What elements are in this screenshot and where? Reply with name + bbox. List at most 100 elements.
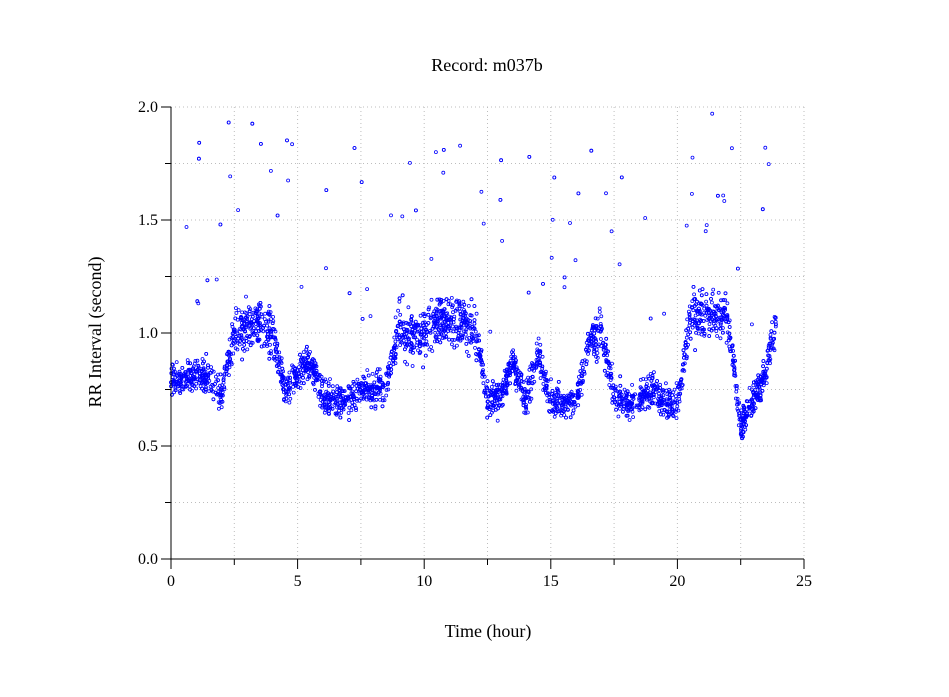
data-point: [547, 395, 552, 400]
data-point: [359, 381, 364, 385]
data-point: [264, 319, 269, 324]
data-point: [527, 154, 532, 159]
data-point: [432, 339, 437, 344]
data-point: [481, 221, 486, 226]
data-point: [271, 319, 276, 324]
data-point: [235, 347, 240, 352]
data-point: [570, 411, 575, 416]
data-point: [618, 383, 623, 388]
x-tick-label: 25: [796, 573, 812, 590]
data-point: [435, 339, 440, 344]
data-point: [462, 319, 467, 324]
data-point: [760, 388, 765, 393]
data-point: [648, 371, 653, 376]
data-point: [272, 354, 277, 359]
data-point: [394, 328, 399, 333]
data-point: [335, 384, 340, 389]
data-point: [206, 363, 210, 368]
data-point: [495, 393, 500, 397]
data-point: [372, 380, 377, 385]
data-point: [352, 146, 357, 150]
data-point: [240, 346, 245, 351]
data-point: [514, 358, 518, 363]
data-point: [665, 410, 670, 415]
data-point: [538, 376, 543, 381]
data-point: [417, 344, 422, 348]
data-point: [386, 371, 390, 376]
data-point: [192, 376, 197, 381]
data-point: [712, 318, 717, 323]
data-point: [222, 373, 227, 378]
data-point: [266, 312, 271, 317]
data-point: [568, 415, 573, 420]
data-point: [254, 319, 259, 324]
data-point: [473, 345, 477, 350]
data-point: [391, 358, 395, 362]
data-point: [618, 374, 623, 379]
data-point: [305, 361, 309, 366]
data-point: [218, 383, 222, 388]
data-point: [214, 277, 219, 282]
data-point: [692, 297, 696, 302]
data-point: [423, 328, 428, 332]
data-point: [251, 331, 256, 336]
data-point: [688, 336, 693, 341]
data-point: [426, 307, 431, 312]
data-point: [593, 342, 598, 347]
data-point: [240, 310, 245, 315]
data-point: [522, 388, 527, 393]
data-point: [488, 393, 493, 398]
data-point: [757, 398, 762, 403]
data-point: [625, 389, 630, 394]
data-point: [270, 321, 275, 326]
data-point: [515, 375, 520, 380]
data-point: [765, 360, 770, 365]
data-point: [530, 374, 535, 379]
data-point: [609, 375, 613, 380]
data-point: [334, 394, 339, 399]
data-point: [468, 319, 473, 324]
data-point: [458, 338, 463, 343]
data-point: [374, 370, 379, 375]
data-point: [363, 381, 368, 386]
data-point: [684, 335, 689, 340]
data-point: [480, 374, 485, 379]
data-point: [477, 347, 482, 352]
data-point: [655, 379, 659, 383]
data-point: [721, 193, 726, 198]
data-point: [516, 369, 521, 373]
data-point: [436, 328, 441, 333]
data-point: [572, 402, 577, 407]
data-point: [539, 369, 544, 374]
data-point: [326, 393, 331, 398]
data-point: [549, 255, 554, 260]
data-point: [621, 409, 625, 414]
data-point: [218, 372, 223, 377]
data-point: [522, 397, 527, 402]
data-point: [218, 387, 223, 392]
data-point: [229, 343, 234, 348]
data-point: [468, 313, 473, 318]
data-point: [572, 400, 577, 404]
data-point: [410, 346, 415, 350]
data-point: [606, 373, 611, 378]
data-point: [460, 335, 465, 340]
data-point: [350, 400, 355, 405]
data-point: [659, 412, 663, 417]
data-point: [226, 359, 230, 364]
data-point: [691, 284, 696, 289]
data-point: [416, 323, 421, 328]
data-point: [741, 430, 746, 435]
data-point: [640, 394, 645, 399]
data-point: [375, 384, 379, 389]
data-point: [644, 384, 649, 389]
data-point: [461, 299, 466, 304]
data-point: [553, 411, 558, 416]
data-point: [652, 383, 656, 388]
data-point: [622, 387, 627, 392]
data-point: [376, 390, 381, 395]
data-point: [575, 389, 580, 394]
data-point: [301, 371, 306, 376]
data-point: [597, 309, 602, 314]
data-point: [599, 314, 604, 319]
